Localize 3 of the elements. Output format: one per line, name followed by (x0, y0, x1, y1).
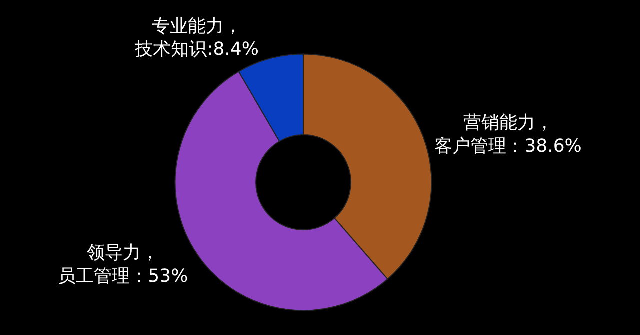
slice-label: 营销能力，客户管理：38.6% (434, 112, 582, 158)
slice-label: 领导力，员工管理：53% (58, 242, 188, 287)
slice-label: 专业能力，技术知识:8.4% (134, 16, 259, 60)
